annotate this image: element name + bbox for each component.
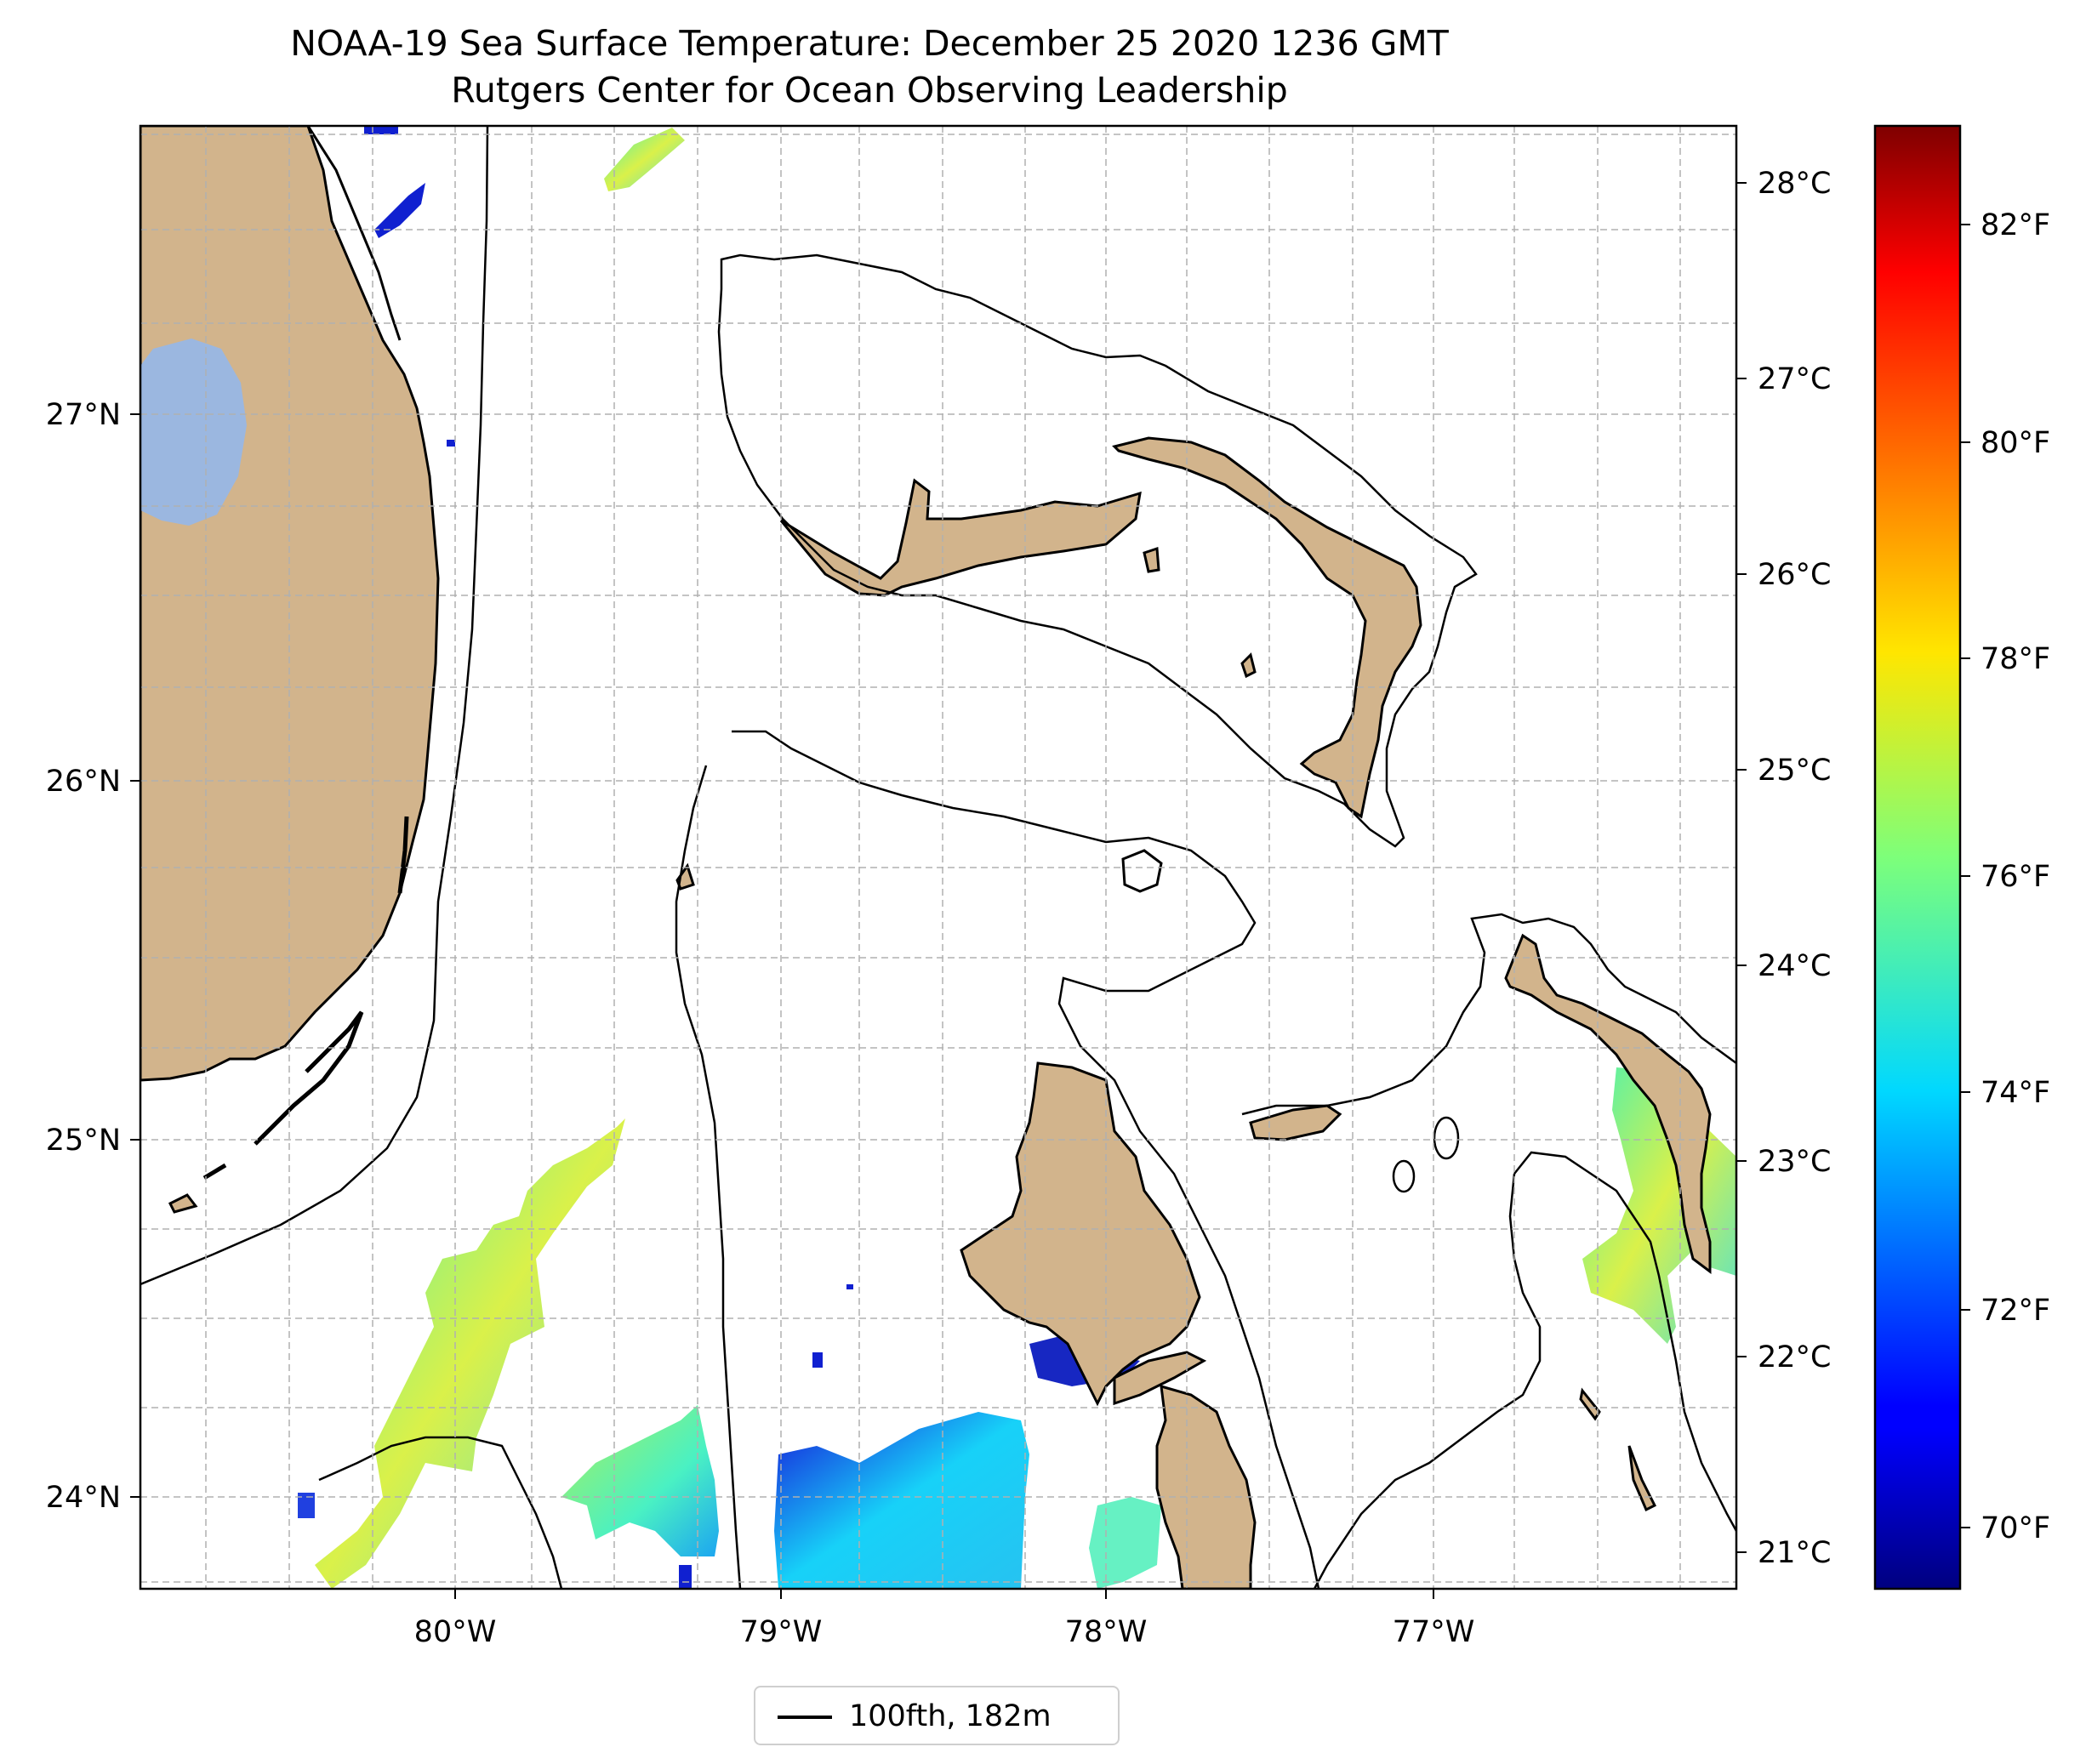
legend-line-swatch bbox=[778, 1716, 832, 1719]
x-axis: 80°W 79°W 78°W 77°W bbox=[414, 1589, 1475, 1649]
key-fragment bbox=[202, 1163, 227, 1181]
cape-canaveral-barrier bbox=[306, 126, 402, 341]
sst-patch-west bbox=[315, 1118, 625, 1589]
legend: 100fth, 182m bbox=[754, 1686, 1120, 1745]
isobath-island-ring bbox=[1433, 1116, 1460, 1160]
berry-islands-outline bbox=[1121, 849, 1163, 893]
fahrenheit-tick-label: 78°F bbox=[1981, 642, 2050, 676]
sst-patch-center-west bbox=[561, 1405, 719, 1556]
y-tick-label: 27°N bbox=[46, 398, 121, 432]
sst-speck bbox=[298, 1493, 315, 1518]
isobath-tongue-of-ocean-west bbox=[675, 765, 742, 1589]
sst-speck bbox=[679, 1565, 692, 1589]
x-tick-label: 80°W bbox=[414, 1615, 497, 1649]
x-tick-label: 79°W bbox=[740, 1615, 823, 1649]
colorbar-gradient bbox=[1873, 124, 1962, 1590]
new-providence-land bbox=[1249, 1104, 1342, 1141]
abaco-land bbox=[1112, 436, 1422, 819]
fahrenheit-tick-label: 74°F bbox=[1981, 1076, 2050, 1110]
colorbar: 70°F 72°F 74°F 76°F 78°F 80°F 82°F bbox=[1873, 124, 2050, 1590]
map-gridlines bbox=[140, 126, 1736, 1589]
grand-bahama-land bbox=[779, 478, 1142, 597]
sst-speck bbox=[812, 1352, 823, 1368]
x-tick-label: 77°W bbox=[1393, 1615, 1475, 1649]
legend-label: 100fth, 182m bbox=[849, 1699, 1052, 1733]
sst-speck bbox=[846, 1284, 853, 1289]
sst-patch-cuba-channel bbox=[1089, 1497, 1161, 1589]
isobath-south-bank bbox=[1513, 1151, 1736, 1532]
lake-okeechobee bbox=[140, 339, 247, 526]
fahrenheit-tick-label: 72°F bbox=[1981, 1294, 2050, 1328]
y-tick-label: 24°N bbox=[46, 1481, 121, 1515]
celsius-tick-label: 26°C bbox=[1758, 558, 1831, 592]
fahrenheit-tick-label: 82°F bbox=[1981, 208, 2050, 242]
fahrenheit-tick-label: 76°F bbox=[1981, 860, 2050, 894]
y-axis: 24°N 25°N 26°N 27°N bbox=[46, 398, 140, 1515]
celsius-tick-label: 28°C bbox=[1758, 167, 1831, 201]
andros-south bbox=[1155, 1384, 1257, 1589]
isobath-little-bahama-bank bbox=[717, 253, 1478, 848]
grand-bahama-islet bbox=[1143, 546, 1160, 573]
fahrenheit-tick-label: 70°F bbox=[1981, 1511, 2050, 1545]
celsius-tick-label: 22°C bbox=[1758, 1340, 1831, 1374]
sst-patch-south-cold bbox=[774, 1412, 1029, 1589]
fahrenheit-tick-label: 80°F bbox=[1981, 426, 2050, 460]
celsius-tick-label: 25°C bbox=[1758, 754, 1831, 788]
isobath-island-ring bbox=[1392, 1159, 1416, 1193]
sst-data-layer bbox=[298, 126, 1736, 1589]
y-tick-label: 26°N bbox=[46, 765, 121, 799]
eleuthera-land bbox=[1504, 933, 1712, 1274]
isobath-florida-shelf bbox=[140, 126, 489, 1286]
map-subtitle: Rutgers Center for Ocean Observing Leade… bbox=[451, 70, 1288, 111]
isobath-south-bank-inner bbox=[1313, 1173, 1542, 1589]
sst-patch-north bbox=[604, 128, 685, 191]
isobath-great-bahama-bank bbox=[732, 730, 1320, 1589]
florida-barrier-2 bbox=[397, 816, 409, 894]
map-area: 80°W 79°W 78°W 77°W 24°N 25°N 26°N 27°N bbox=[46, 124, 1738, 1649]
x-tick-label: 78°W bbox=[1065, 1615, 1148, 1649]
celsius-axis: 21°C 22°C 23°C 24°C 25°C 26°C 27°C 28°C bbox=[1736, 167, 1831, 1570]
isobath-100fth bbox=[140, 126, 1736, 1589]
andros-mid-islands bbox=[1113, 1351, 1207, 1406]
map-frame bbox=[139, 124, 1738, 1590]
exuma-fragment bbox=[1579, 1387, 1601, 1421]
isobath-exuma-sound bbox=[1241, 913, 1736, 1116]
isobath-southwest bbox=[318, 1436, 563, 1589]
sst-speck bbox=[447, 440, 455, 447]
celsius-tick-label: 23°C bbox=[1758, 1145, 1831, 1179]
map-title: NOAA-19 Sea Surface Temperature: Decembe… bbox=[290, 23, 1449, 64]
sst-speck bbox=[364, 126, 398, 134]
celsius-tick-label: 24°C bbox=[1758, 949, 1831, 983]
celsius-tick-label: 21°C bbox=[1758, 1536, 1831, 1570]
celsius-tick-label: 27°C bbox=[1758, 362, 1831, 396]
sst-patch-north-cold bbox=[374, 183, 425, 238]
y-tick-label: 25°N bbox=[46, 1124, 121, 1158]
abaco-islet bbox=[1240, 652, 1257, 679]
cat-island-fragment bbox=[1627, 1445, 1657, 1512]
key-west bbox=[168, 1193, 198, 1214]
florida-keys bbox=[254, 1010, 364, 1146]
